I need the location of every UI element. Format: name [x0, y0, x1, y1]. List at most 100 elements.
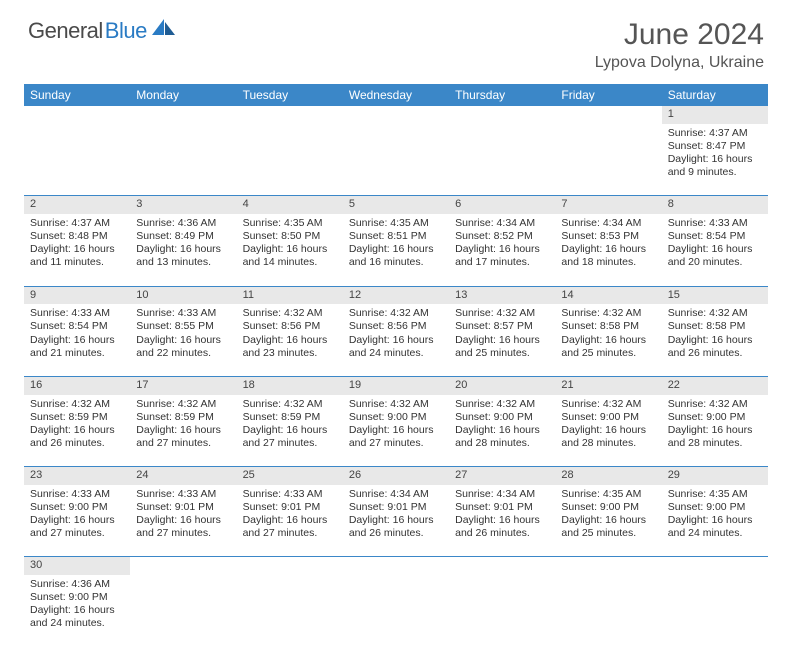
sunrise-text: Sunrise: 4:35 AM: [243, 217, 337, 230]
sunset-text: Sunset: 8:58 PM: [561, 320, 655, 333]
sunset-text: Sunset: 9:01 PM: [455, 501, 549, 514]
day-cell: Sunrise: 4:35 AMSunset: 9:00 PMDaylight:…: [662, 485, 768, 557]
daylight-text: Daylight: 16 hours and 27 minutes.: [136, 514, 230, 540]
day-cell: Sunrise: 4:32 AMSunset: 9:00 PMDaylight:…: [555, 395, 661, 467]
day-cell: [449, 575, 555, 647]
daylight-text: Daylight: 16 hours and 22 minutes.: [136, 334, 230, 360]
day-cell: Sunrise: 4:34 AMSunset: 9:01 PMDaylight:…: [449, 485, 555, 557]
day-number-row: 16171819202122: [24, 376, 768, 394]
day-number-cell: 4: [237, 196, 343, 214]
title-block: June 2024 Lypova Dolyna, Ukraine: [595, 18, 764, 72]
daylight-text: Daylight: 16 hours and 21 minutes.: [30, 334, 124, 360]
day-number-cell: [237, 557, 343, 575]
day-number-cell: [449, 106, 555, 124]
day-cell: Sunrise: 4:33 AMSunset: 8:55 PMDaylight:…: [130, 304, 236, 376]
sunrise-text: Sunrise: 4:33 AM: [136, 488, 230, 501]
daylight-text: Daylight: 16 hours and 26 minutes.: [30, 424, 124, 450]
daylight-text: Daylight: 16 hours and 11 minutes.: [30, 243, 124, 269]
sunset-text: Sunset: 9:01 PM: [349, 501, 443, 514]
day-cell: Sunrise: 4:37 AMSunset: 8:48 PMDaylight:…: [24, 214, 130, 286]
sunset-text: Sunset: 8:56 PM: [243, 320, 337, 333]
day-content-row: Sunrise: 4:32 AMSunset: 8:59 PMDaylight:…: [24, 395, 768, 467]
day-number-cell: [449, 557, 555, 575]
logo-text-blue: Blue: [105, 18, 147, 44]
sunset-text: Sunset: 8:55 PM: [136, 320, 230, 333]
day-number-row: 30: [24, 557, 768, 575]
sunset-text: Sunset: 8:58 PM: [668, 320, 762, 333]
location-subtitle: Lypova Dolyna, Ukraine: [595, 54, 764, 72]
sunrise-text: Sunrise: 4:37 AM: [668, 127, 762, 140]
day-cell: [555, 575, 661, 647]
day-cell: [237, 124, 343, 196]
sunset-text: Sunset: 8:54 PM: [30, 320, 124, 333]
day-cell: Sunrise: 4:34 AMSunset: 9:01 PMDaylight:…: [343, 485, 449, 557]
weekday-header: Wednesday: [343, 84, 449, 106]
day-cell: Sunrise: 4:35 AMSunset: 8:51 PMDaylight:…: [343, 214, 449, 286]
day-content-row: Sunrise: 4:36 AMSunset: 9:00 PMDaylight:…: [24, 575, 768, 647]
day-number-cell: 3: [130, 196, 236, 214]
daylight-text: Daylight: 16 hours and 26 minutes.: [455, 514, 549, 540]
sunrise-text: Sunrise: 4:32 AM: [561, 398, 655, 411]
daylight-text: Daylight: 16 hours and 9 minutes.: [668, 153, 762, 179]
sunset-text: Sunset: 8:51 PM: [349, 230, 443, 243]
day-number-cell: 24: [130, 467, 236, 485]
day-number-cell: 1: [662, 106, 768, 124]
day-cell: Sunrise: 4:34 AMSunset: 8:53 PMDaylight:…: [555, 214, 661, 286]
sunrise-text: Sunrise: 4:34 AM: [455, 217, 549, 230]
sunrise-text: Sunrise: 4:33 AM: [30, 307, 124, 320]
sunset-text: Sunset: 9:00 PM: [455, 411, 549, 424]
day-cell: Sunrise: 4:36 AMSunset: 8:49 PMDaylight:…: [130, 214, 236, 286]
day-cell: Sunrise: 4:32 AMSunset: 8:56 PMDaylight:…: [237, 304, 343, 376]
day-number-cell: 14: [555, 286, 661, 304]
day-number-cell: 5: [343, 196, 449, 214]
sunset-text: Sunset: 9:00 PM: [349, 411, 443, 424]
sunset-text: Sunset: 9:01 PM: [136, 501, 230, 514]
weekday-header: Sunday: [24, 84, 130, 106]
day-number-cell: 22: [662, 376, 768, 394]
daylight-text: Daylight: 16 hours and 25 minutes.: [561, 334, 655, 360]
sunset-text: Sunset: 8:52 PM: [455, 230, 549, 243]
daylight-text: Daylight: 16 hours and 27 minutes.: [136, 424, 230, 450]
daylight-text: Daylight: 16 hours and 24 minutes.: [668, 514, 762, 540]
sunrise-text: Sunrise: 4:32 AM: [349, 398, 443, 411]
logo-text-general: General: [28, 18, 103, 44]
day-number-cell: 20: [449, 376, 555, 394]
weekday-header: Tuesday: [237, 84, 343, 106]
sunrise-text: Sunrise: 4:34 AM: [349, 488, 443, 501]
day-number-cell: 8: [662, 196, 768, 214]
weekday-header: Monday: [130, 84, 236, 106]
day-number-cell: [130, 106, 236, 124]
sunrise-text: Sunrise: 4:35 AM: [668, 488, 762, 501]
sunrise-text: Sunrise: 4:32 AM: [243, 398, 337, 411]
daylight-text: Daylight: 16 hours and 23 minutes.: [243, 334, 337, 360]
daylight-text: Daylight: 16 hours and 26 minutes.: [349, 514, 443, 540]
sunset-text: Sunset: 9:00 PM: [668, 501, 762, 514]
day-cell: Sunrise: 4:34 AMSunset: 8:52 PMDaylight:…: [449, 214, 555, 286]
daylight-text: Daylight: 16 hours and 27 minutes.: [243, 514, 337, 540]
day-cell: Sunrise: 4:33 AMSunset: 8:54 PMDaylight:…: [662, 214, 768, 286]
daylight-text: Daylight: 16 hours and 28 minutes.: [455, 424, 549, 450]
sunset-text: Sunset: 9:00 PM: [561, 501, 655, 514]
sunset-text: Sunset: 9:00 PM: [30, 591, 124, 604]
daylight-text: Daylight: 16 hours and 20 minutes.: [668, 243, 762, 269]
day-cell: Sunrise: 4:35 AMSunset: 8:50 PMDaylight:…: [237, 214, 343, 286]
day-number-cell: 2: [24, 196, 130, 214]
day-content-row: Sunrise: 4:33 AMSunset: 9:00 PMDaylight:…: [24, 485, 768, 557]
day-number-cell: [343, 557, 449, 575]
sunset-text: Sunset: 8:53 PM: [561, 230, 655, 243]
sunrise-text: Sunrise: 4:32 AM: [561, 307, 655, 320]
daylight-text: Daylight: 16 hours and 26 minutes.: [668, 334, 762, 360]
day-number-cell: 18: [237, 376, 343, 394]
day-cell: Sunrise: 4:32 AMSunset: 8:56 PMDaylight:…: [343, 304, 449, 376]
sunrise-text: Sunrise: 4:32 AM: [349, 307, 443, 320]
day-cell: Sunrise: 4:37 AMSunset: 8:47 PMDaylight:…: [662, 124, 768, 196]
sunset-text: Sunset: 8:57 PM: [455, 320, 549, 333]
sunrise-text: Sunrise: 4:33 AM: [136, 307, 230, 320]
day-content-row: Sunrise: 4:33 AMSunset: 8:54 PMDaylight:…: [24, 304, 768, 376]
calendar-table: Sunday Monday Tuesday Wednesday Thursday…: [24, 84, 768, 647]
day-cell: [343, 575, 449, 647]
daylight-text: Daylight: 16 hours and 25 minutes.: [455, 334, 549, 360]
sunset-text: Sunset: 8:59 PM: [243, 411, 337, 424]
day-cell: Sunrise: 4:32 AMSunset: 9:00 PMDaylight:…: [662, 395, 768, 467]
day-cell: Sunrise: 4:33 AMSunset: 8:54 PMDaylight:…: [24, 304, 130, 376]
